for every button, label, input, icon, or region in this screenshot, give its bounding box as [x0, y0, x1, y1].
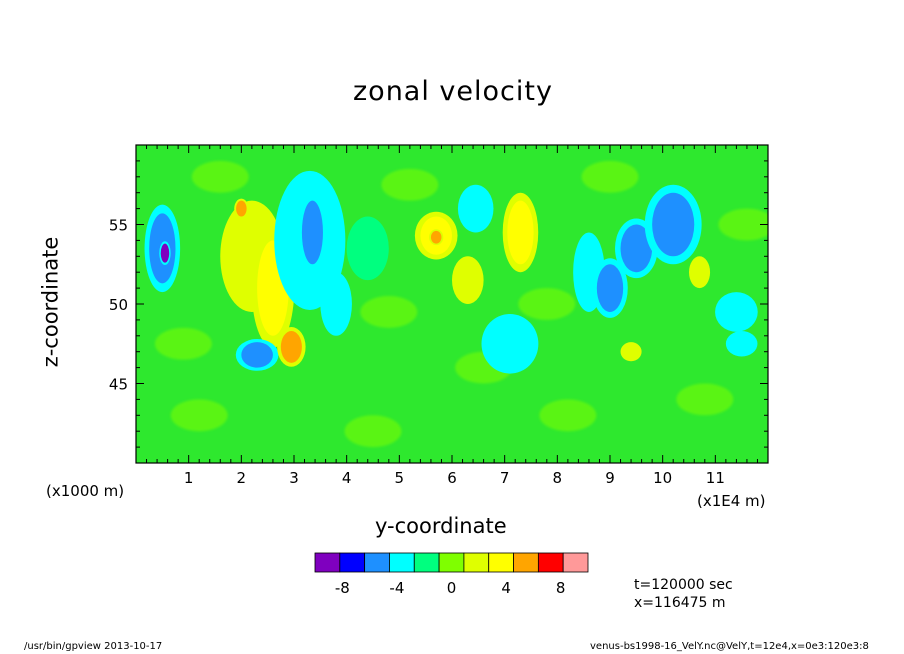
contour-feature-14 — [720, 296, 753, 328]
x-tick-label: 3 — [289, 469, 299, 487]
contour-feature-19 — [652, 192, 695, 257]
contour-patch-0 — [170, 399, 228, 432]
colorbar-tick-label: -4 — [389, 579, 404, 597]
contour-feature-12 — [507, 200, 534, 265]
contour-feature-16 — [241, 342, 273, 368]
footer-left: /usr/bin/gpview 2013-10-17 — [24, 641, 163, 652]
contour-feature-5 — [689, 256, 711, 289]
x-tick-label: 1 — [184, 469, 194, 487]
x-tick-label: 5 — [395, 469, 405, 487]
contour-feature-22 — [301, 200, 323, 265]
colorbar-tick-label: 4 — [501, 579, 511, 597]
contour-feature-18 — [620, 224, 653, 273]
colorbar-swatch — [389, 552, 415, 573]
x-tick-label: 11 — [706, 469, 725, 487]
contour-patch-8 — [718, 208, 768, 241]
contour-feature-6 — [725, 331, 758, 357]
colorbar-swatch — [438, 552, 465, 573]
x-tick-label: 2 — [237, 469, 247, 487]
colorbar-swatch — [513, 552, 539, 573]
y-axis-title: z-coordinate — [38, 236, 63, 368]
chart-title: zonal velocity — [353, 76, 553, 107]
y-tick-label: 45 — [109, 376, 128, 394]
position-annotation: x=116475 m — [634, 595, 726, 611]
colorbar-swatch — [537, 552, 564, 573]
contour-feature-20 — [236, 200, 247, 217]
plot-area — [136, 145, 768, 463]
contour-patch-3 — [539, 399, 597, 432]
colorbar-tick-label: 0 — [447, 579, 457, 597]
colorbar-swatch — [364, 552, 390, 573]
time-annotation: t=120000 sec — [634, 577, 733, 593]
contour-feature-21 — [280, 331, 302, 363]
footer-right: venus-bs1998-16_VelY.nc@VelY,t=12e4,x=0e… — [590, 641, 869, 652]
x-unit-note: (x1E4 m) — [697, 492, 766, 510]
x-tick-label: 4 — [342, 469, 352, 487]
contour-patch-4 — [676, 383, 734, 416]
contour-patch-7 — [191, 160, 249, 193]
colorbar-tick-label: -8 — [335, 579, 350, 597]
x-axis-title: y-coordinate — [375, 514, 507, 538]
colorbar-swatch — [488, 552, 514, 573]
contour-patch-10 — [360, 296, 418, 328]
x-tick-label: 7 — [500, 469, 510, 487]
y-tick-label: 50 — [109, 296, 128, 314]
contour-feature-1 — [452, 256, 484, 304]
contour-patch-1 — [344, 415, 402, 448]
contour-patch-11 — [154, 327, 212, 360]
contour-patch-6 — [581, 160, 639, 193]
contour-feature-7 — [620, 342, 642, 362]
colorbar-swatch — [339, 552, 366, 573]
contour-feature-11 — [462, 189, 489, 228]
y-unit-note: (x1000 m) — [46, 482, 125, 500]
x-tick-label: 9 — [605, 469, 615, 487]
colorbar-swatch — [314, 552, 341, 573]
contour-patch-5 — [381, 168, 439, 201]
colorbar-swatch — [562, 552, 589, 573]
colorbar-swatch — [413, 552, 440, 573]
contour-feature-17 — [596, 264, 624, 312]
x-tick-label: 8 — [553, 469, 563, 487]
contour-feature-13 — [488, 319, 531, 368]
contour-feature-23 — [430, 230, 442, 244]
y-tick-label: 55 — [109, 217, 128, 235]
x-tick-label: 6 — [447, 469, 457, 487]
colorbar: -8 -4 0 4 8 — [314, 552, 589, 597]
contour-feature-24 — [160, 243, 170, 263]
contour-feature-0 — [346, 216, 389, 281]
contour-patch-9 — [518, 288, 576, 320]
x-tick-label: 10 — [653, 469, 672, 487]
colorbar-swatch — [463, 552, 490, 573]
colorbar-tick-label: 8 — [556, 579, 566, 597]
